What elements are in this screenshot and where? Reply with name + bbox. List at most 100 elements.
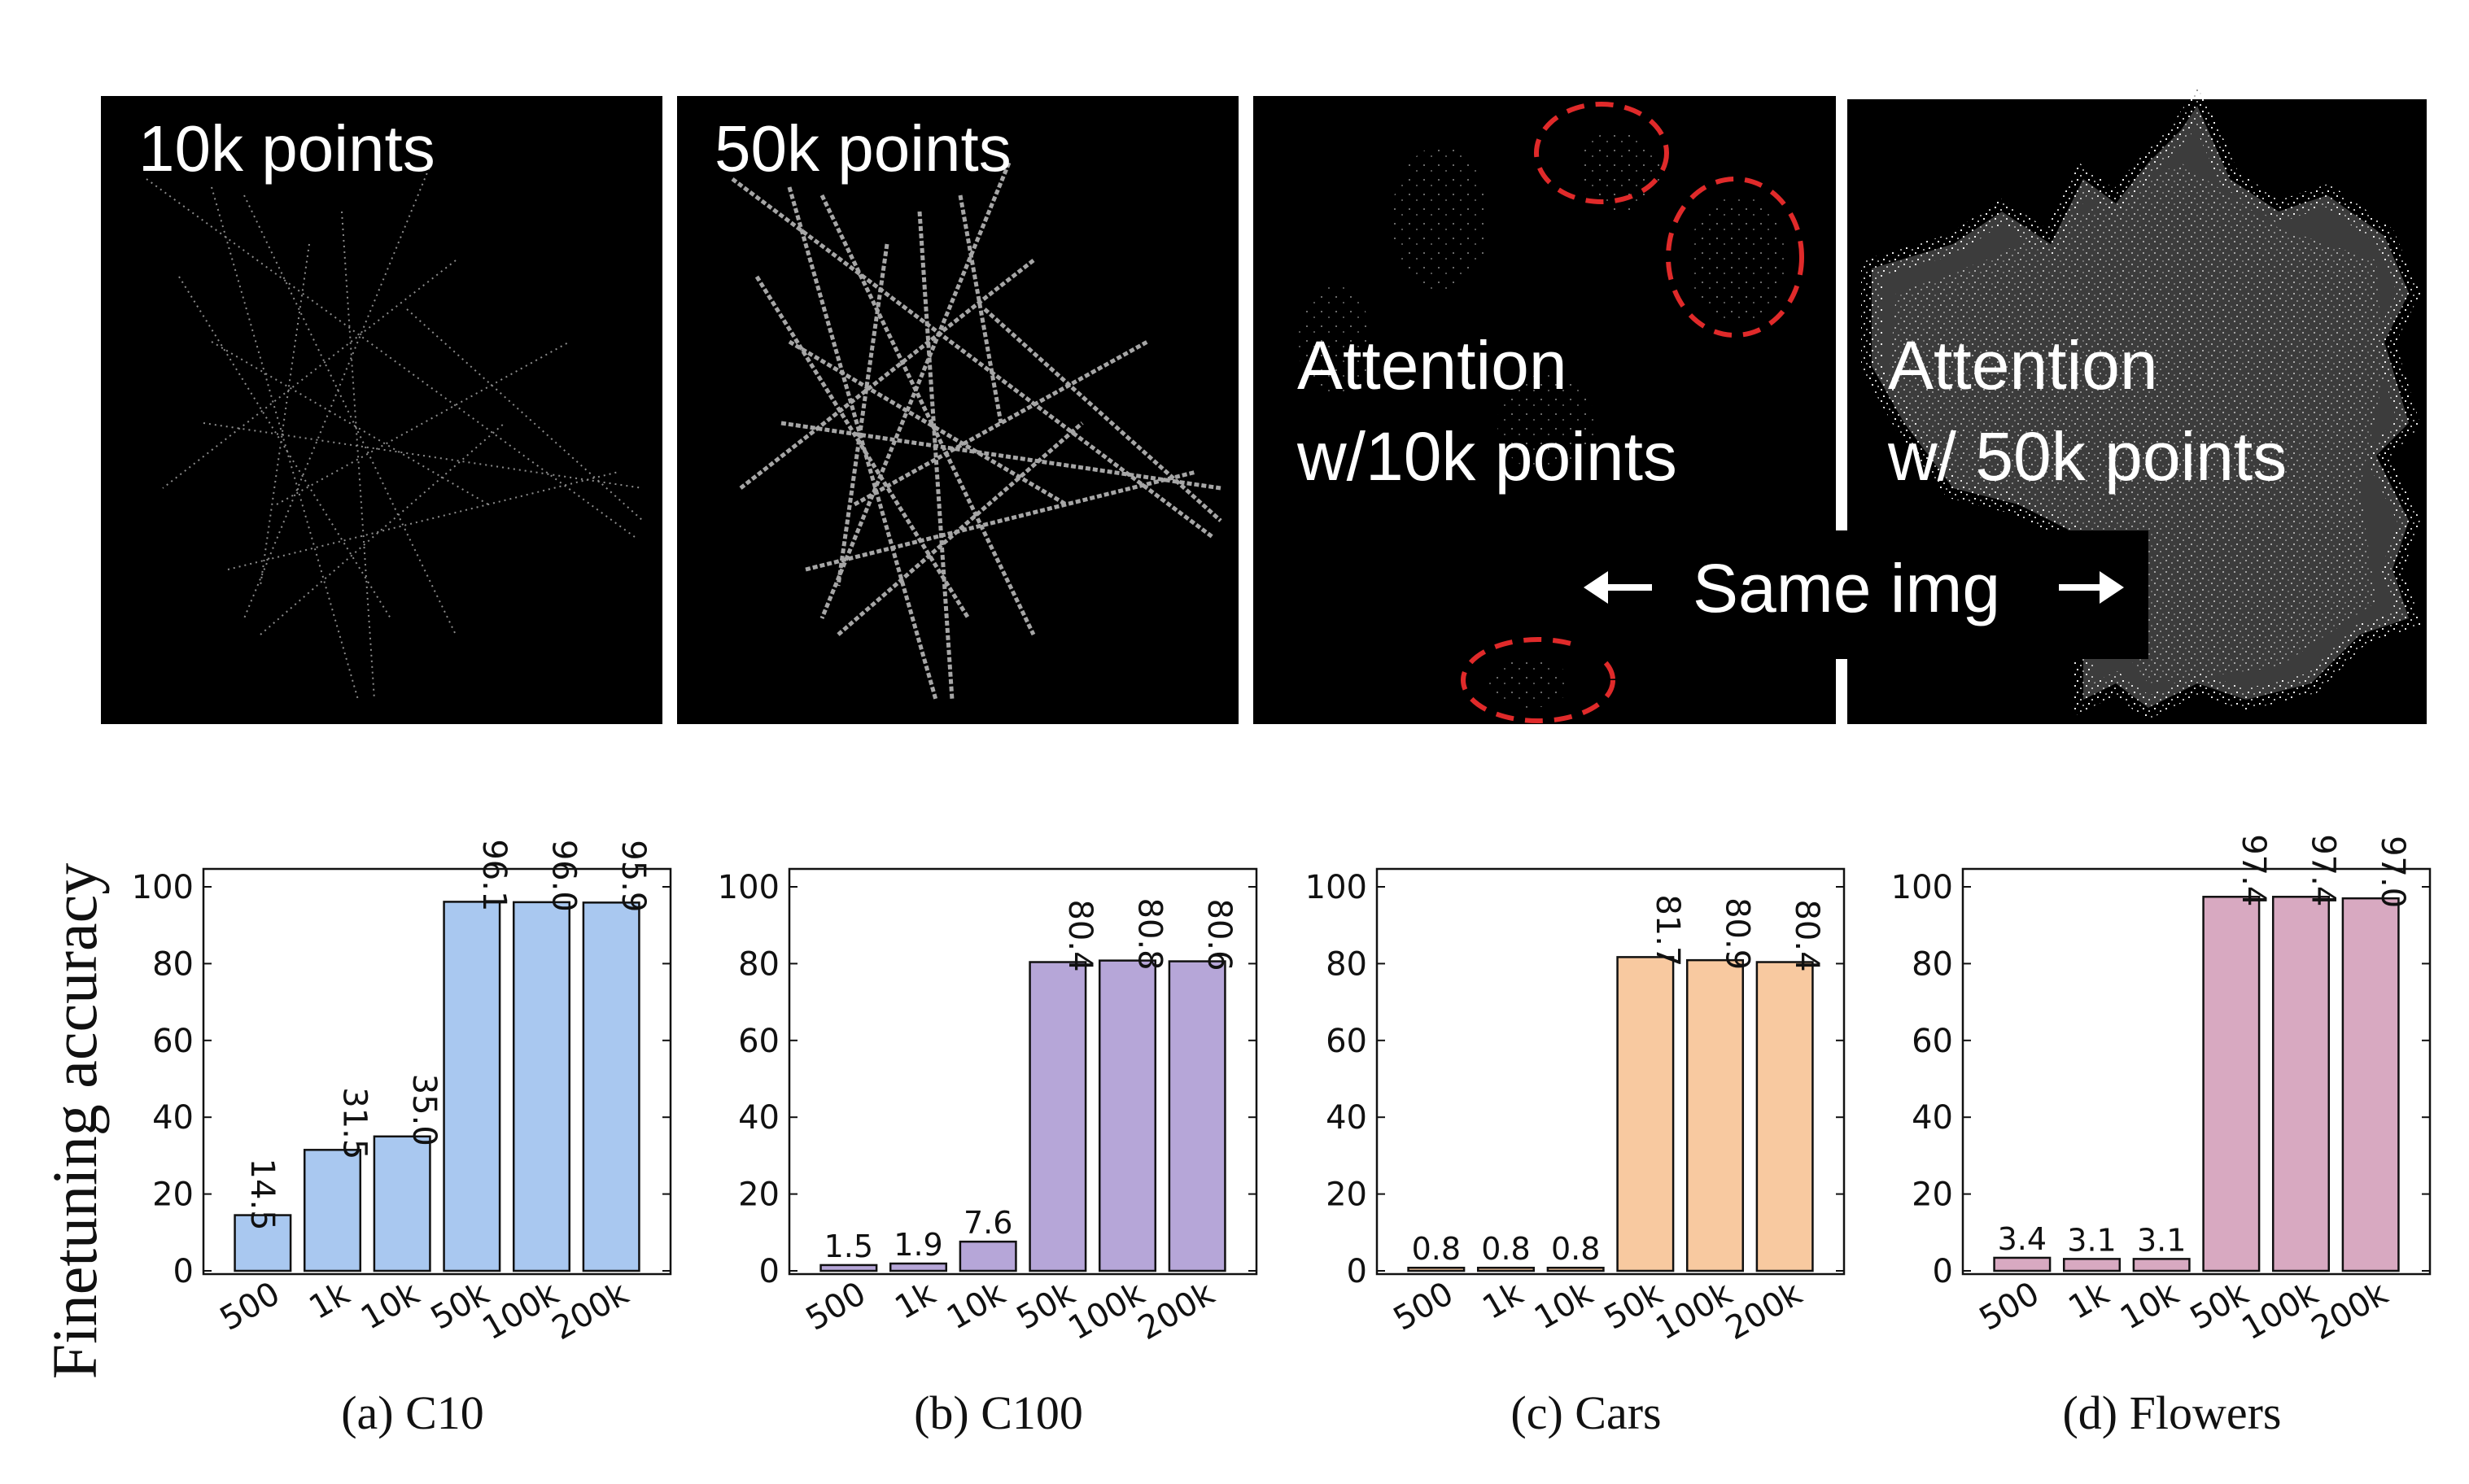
bar xyxy=(2202,896,2261,1272)
panel-10k-points: 10k points xyxy=(101,96,662,724)
bar xyxy=(2132,1258,2191,1272)
panel-50k-points: 50k points xyxy=(677,96,1239,724)
value-label: 1.5 xyxy=(824,1229,873,1264)
panel-label: 10k points xyxy=(138,112,435,185)
x-tick-label: 200k xyxy=(2305,1274,2395,1347)
chart-caption: (b) C100 xyxy=(914,1386,1083,1439)
y-tick-label: 0 xyxy=(759,1253,780,1290)
panel-label-line2: w/10k points xyxy=(1296,418,1677,495)
value-label: 97.4 xyxy=(2235,834,2272,906)
value-label: 0.8 xyxy=(1412,1231,1461,1267)
x-tick-label: 1k xyxy=(1476,1274,1530,1327)
same-img-label: Same img xyxy=(1693,550,2000,626)
bar xyxy=(512,901,571,1272)
chart-2: 0204060801001.55001.91k7.610k80.450k80.8… xyxy=(718,867,1258,1439)
value-label: 7.6 xyxy=(964,1205,1012,1241)
y-tick-label: 60 xyxy=(1326,1023,1367,1060)
point-cloud-sparse xyxy=(146,162,644,701)
bar xyxy=(1755,961,1814,1272)
chart-3: 0204060801000.85000.81k0.810k81.750k80.9… xyxy=(1305,867,1846,1439)
y-tick-label: 100 xyxy=(1891,869,1953,906)
plot-frame xyxy=(788,867,1258,1276)
x-tick-label: 200k xyxy=(1720,1274,1809,1347)
bar xyxy=(2062,1258,2122,1272)
y-tick-label: 20 xyxy=(1912,1176,1953,1214)
bar xyxy=(1476,1266,1536,1272)
y-tick-label: 60 xyxy=(152,1023,194,1060)
x-tick-label: 200k xyxy=(546,1274,636,1347)
chart-1: 02040608010014.550031.51k35.010k96.150k9… xyxy=(132,839,672,1439)
chart-caption: (d) Flowers xyxy=(2062,1386,2281,1439)
bar xyxy=(234,1214,292,1272)
panel-label: 50k points xyxy=(714,112,1012,185)
x-tick-label: 500 xyxy=(1387,1275,1460,1338)
x-tick-label: 200k xyxy=(1132,1274,1221,1347)
plot-frame xyxy=(1961,867,2432,1276)
y-tick-label: 0 xyxy=(1933,1253,1953,1290)
x-tick-label: 1k xyxy=(2062,1274,2116,1327)
value-label: 95.9 xyxy=(614,840,652,912)
y-tick-label: 100 xyxy=(718,869,780,906)
value-label: 3.1 xyxy=(2067,1222,2116,1258)
y-axis-label: Finetuning accuracy xyxy=(39,863,110,1380)
bar xyxy=(373,1135,431,1272)
y-tick-label: 80 xyxy=(1912,945,1953,983)
bar xyxy=(1993,1256,2052,1272)
x-tick-label: 1k xyxy=(889,1274,942,1327)
value-label: 0.8 xyxy=(1481,1231,1530,1267)
value-label: 0.8 xyxy=(1551,1231,1600,1267)
x-tick-label: 10k xyxy=(2114,1274,2186,1337)
panel-label-line1: Attention xyxy=(1297,327,1567,404)
bar xyxy=(1546,1266,1605,1272)
value-label: 31.5 xyxy=(336,1087,374,1159)
y-tick-label: 20 xyxy=(1326,1176,1367,1214)
value-label: 3.1 xyxy=(2137,1222,2186,1258)
y-tick-label: 80 xyxy=(1326,945,1367,983)
attention-highlights xyxy=(1461,102,1804,723)
value-label: 96.0 xyxy=(545,840,583,912)
value-label: 35.0 xyxy=(405,1074,443,1146)
value-label: 80.4 xyxy=(1061,899,1099,971)
value-label: 97.4 xyxy=(2305,834,2342,906)
y-tick-label: 0 xyxy=(173,1253,194,1290)
x-tick-label: 500 xyxy=(214,1275,286,1338)
y-tick-label: 20 xyxy=(738,1176,780,1214)
same-img-annotation: Same img xyxy=(1579,530,2148,659)
bar xyxy=(2271,896,2331,1272)
value-label: 80.9 xyxy=(1719,897,1756,970)
x-tick-label: 10k xyxy=(1528,1274,1600,1337)
plot-frame xyxy=(202,867,672,1276)
value-label: 80.4 xyxy=(1788,899,1825,971)
y-tick-label: 100 xyxy=(132,869,194,906)
y-tick-label: 40 xyxy=(738,1099,780,1137)
left-arrow-icon xyxy=(1584,571,1608,604)
y-tick-label: 40 xyxy=(1912,1099,1953,1137)
bar xyxy=(443,901,501,1272)
x-tick-label: 500 xyxy=(1973,1275,2046,1338)
chart-4: 0204060801003.45003.11k3.110k97.450k97.4… xyxy=(1891,834,2432,1439)
bar-charts: 02040608010014.550031.51k35.010k96.150k9… xyxy=(132,834,2432,1439)
value-label: 80.8 xyxy=(1131,898,1169,971)
bar xyxy=(1407,1266,1466,1272)
y-tick-label: 80 xyxy=(152,945,194,983)
bar xyxy=(1616,956,1675,1272)
bar xyxy=(303,1149,362,1272)
y-tick-label: 60 xyxy=(1912,1023,1953,1060)
y-tick-label: 80 xyxy=(738,945,780,983)
attention-speckles xyxy=(1298,130,1786,708)
value-label: 97.0 xyxy=(2374,836,2411,908)
value-label: 14.5 xyxy=(243,1159,281,1231)
value-label: 81.7 xyxy=(1649,894,1686,967)
bar xyxy=(1168,960,1226,1272)
value-label: 96.1 xyxy=(475,839,513,911)
value-label: 80.6 xyxy=(1200,899,1238,971)
bar xyxy=(819,1264,878,1272)
bar xyxy=(1029,961,1087,1272)
y-tick-label: 100 xyxy=(1305,869,1367,906)
point-cloud-dense xyxy=(731,162,1222,701)
y-tick-label: 60 xyxy=(738,1023,780,1060)
y-tick-label: 0 xyxy=(1347,1253,1367,1290)
panel-label-line2: w/ 50k points xyxy=(1887,418,2287,495)
